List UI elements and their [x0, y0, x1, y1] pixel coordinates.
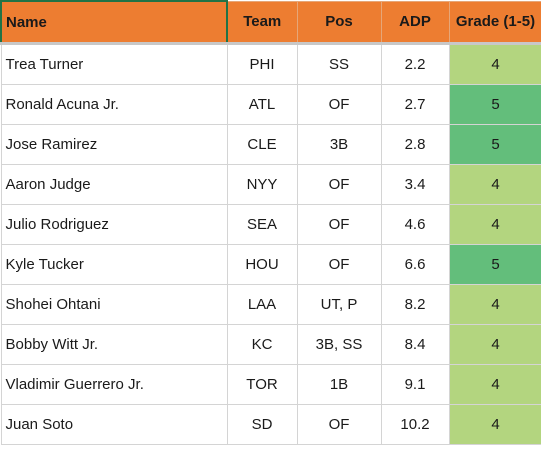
cell-adp[interactable]: 10.2 [380, 404, 450, 445]
cell-team[interactable]: NYY [226, 164, 298, 205]
cell-team[interactable]: HOU [226, 244, 298, 285]
cell-name[interactable]: Vladimir Guerrero Jr. [0, 364, 228, 405]
cell-grade[interactable]: 4 [448, 43, 541, 85]
cell-pos[interactable]: 3B, SS [296, 324, 382, 365]
cell-pos[interactable]: OF [296, 244, 382, 285]
cell-grade[interactable]: 4 [448, 284, 541, 325]
cell-name[interactable]: Ronald Acuna Jr. [0, 84, 228, 125]
cell-pos[interactable]: OF [296, 164, 382, 205]
cell-adp[interactable]: 2.2 [380, 43, 450, 85]
cell-team[interactable]: SEA [226, 204, 298, 245]
cell-name[interactable]: Shohei Ohtani [0, 284, 228, 325]
cell-name[interactable]: Jose Ramirez [0, 124, 228, 165]
table-row: Juan Soto SD OF 10.2 4 [0, 404, 541, 445]
cell-adp[interactable]: 3.4 [380, 164, 450, 205]
cell-name[interactable]: Julio Rodriguez [0, 204, 228, 245]
cell-pos[interactable]: SS [296, 43, 382, 85]
cell-pos[interactable]: 1B [296, 364, 382, 405]
header-grade[interactable]: Grade (1-5) [448, 0, 541, 44]
table-row: Trea Turner PHI SS 2.2 4 [0, 43, 541, 85]
cell-name[interactable]: Aaron Judge [0, 164, 228, 205]
table-row: Bobby Witt Jr. KC 3B, SS 8.4 4 [0, 324, 541, 365]
cell-team[interactable]: TOR [226, 364, 298, 405]
cell-name[interactable]: Bobby Witt Jr. [0, 324, 228, 365]
table-row: Vladimir Guerrero Jr. TOR 1B 9.1 4 [0, 364, 541, 405]
table-row: Shohei Ohtani LAA UT, P 8.2 4 [0, 284, 541, 325]
cell-pos[interactable]: OF [296, 404, 382, 445]
cell-grade[interactable]: 4 [448, 204, 541, 245]
cell-grade[interactable]: 5 [448, 244, 541, 285]
table-row: Aaron Judge NYY OF 3.4 4 [0, 164, 541, 205]
header-row: Name Team Pos ADP Grade (1-5) [0, 0, 541, 45]
cell-adp[interactable]: 9.1 [380, 364, 450, 405]
cell-name[interactable]: Kyle Tucker [0, 244, 228, 285]
cell-adp[interactable]: 2.8 [380, 124, 450, 165]
cell-team[interactable]: ATL [226, 84, 298, 125]
cell-grade[interactable]: 5 [448, 124, 541, 165]
table-row: Kyle Tucker HOU OF 6.6 5 [0, 244, 541, 285]
cell-pos[interactable]: UT, P [296, 284, 382, 325]
cell-pos[interactable]: 3B [296, 124, 382, 165]
cell-grade[interactable]: 5 [448, 84, 541, 125]
cell-pos[interactable]: OF [296, 204, 382, 245]
cell-team[interactable]: CLE [226, 124, 298, 165]
cell-grade[interactable]: 4 [448, 164, 541, 205]
cell-adp[interactable]: 2.7 [380, 84, 450, 125]
cell-pos[interactable]: OF [296, 84, 382, 125]
cell-name[interactable]: Trea Turner [0, 43, 228, 85]
header-name[interactable]: Name [0, 0, 228, 45]
cell-team[interactable]: LAA [226, 284, 298, 325]
header-adp[interactable]: ADP [380, 0, 450, 44]
cell-grade[interactable]: 4 [448, 364, 541, 405]
cell-grade[interactable]: 4 [448, 404, 541, 445]
cell-adp[interactable]: 8.2 [380, 284, 450, 325]
header-team[interactable]: Team [226, 0, 298, 44]
cell-adp[interactable]: 6.6 [380, 244, 450, 285]
table-row: Ronald Acuna Jr. ATL OF 2.7 5 [0, 84, 541, 125]
header-pos[interactable]: Pos [296, 0, 382, 44]
cell-grade[interactable]: 4 [448, 324, 541, 365]
cell-team[interactable]: PHI [226, 43, 298, 85]
table-row: Julio Rodriguez SEA OF 4.6 4 [0, 204, 541, 245]
cell-adp[interactable]: 8.4 [380, 324, 450, 365]
cell-adp[interactable]: 4.6 [380, 204, 450, 245]
cell-team[interactable]: SD [226, 404, 298, 445]
cell-name[interactable]: Juan Soto [0, 404, 228, 445]
cell-team[interactable]: KC [226, 324, 298, 365]
table-row: Jose Ramirez CLE 3B 2.8 5 [0, 124, 541, 165]
